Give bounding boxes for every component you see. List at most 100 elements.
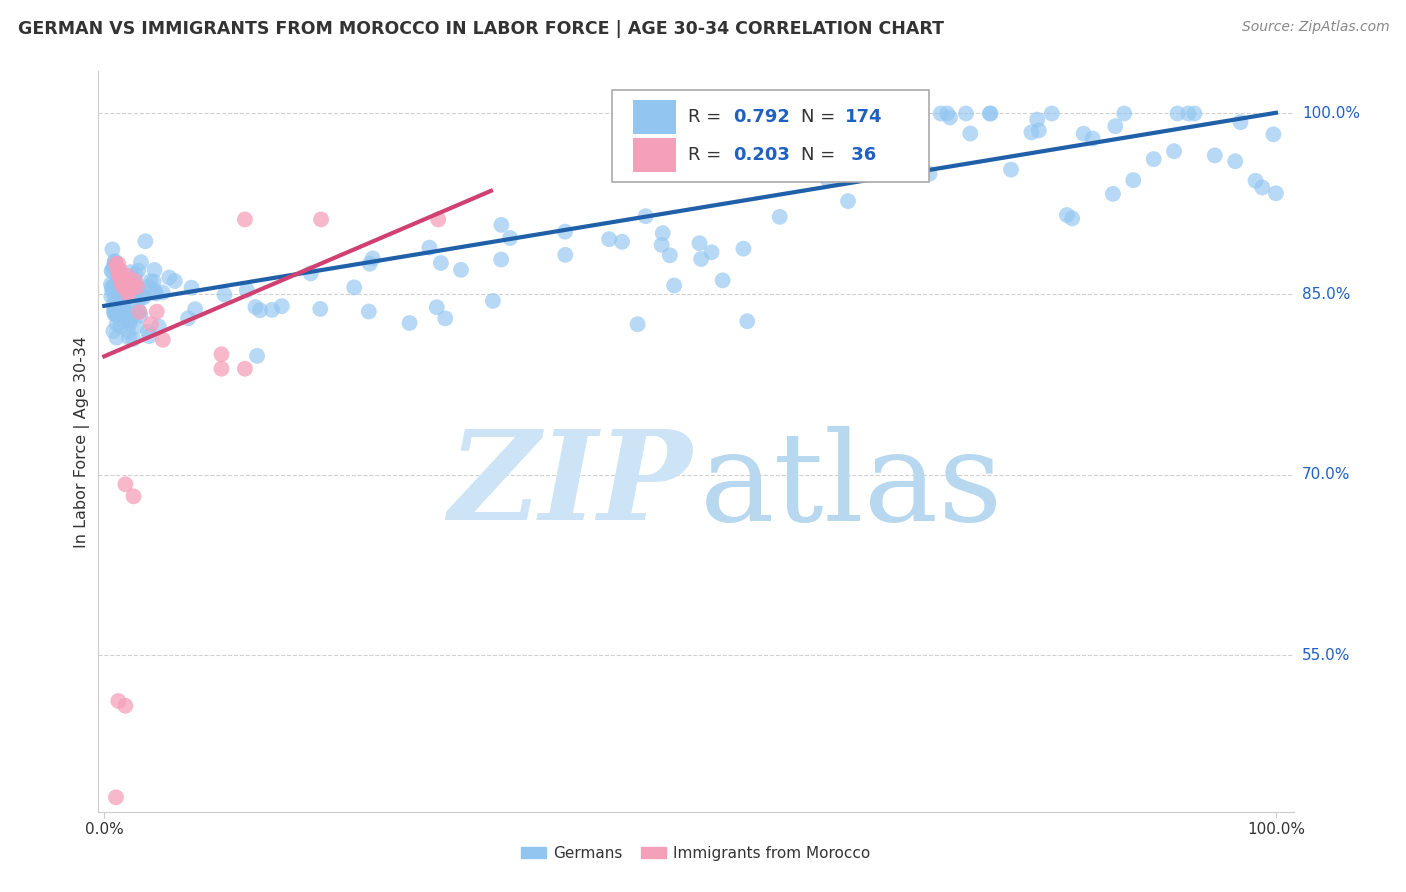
Point	[260, 302, 283, 317]
Point	[706, 167, 728, 181]
Point	[105, 790, 128, 805]
Point	[1073, 127, 1095, 141]
Point	[1056, 208, 1078, 222]
Point	[1177, 106, 1199, 120]
Point	[499, 231, 522, 245]
Text: N =: N =	[801, 146, 841, 164]
Point	[114, 477, 136, 491]
Point	[103, 278, 125, 293]
Point	[491, 218, 513, 232]
Text: 100.0%: 100.0%	[1302, 106, 1360, 121]
Point	[741, 106, 763, 120]
Point	[108, 263, 131, 277]
Point	[141, 317, 163, 331]
Point	[134, 234, 156, 248]
Point	[1081, 131, 1104, 145]
Point	[112, 276, 135, 290]
Point	[104, 290, 127, 304]
Point	[105, 257, 128, 271]
Point	[107, 268, 129, 283]
Text: 85.0%: 85.0%	[1302, 286, 1350, 301]
Text: GERMAN VS IMMIGRANTS FROM MOROCCO IN LABOR FORCE | AGE 30-34 CORRELATION CHART: GERMAN VS IMMIGRANTS FROM MOROCCO IN LAB…	[18, 20, 945, 37]
Point	[120, 277, 141, 292]
Point	[249, 303, 271, 318]
Point	[103, 298, 125, 312]
Point	[955, 106, 977, 120]
Point	[136, 325, 159, 339]
Point	[117, 287, 139, 301]
Point	[124, 274, 146, 288]
Point	[132, 290, 155, 304]
Point	[980, 106, 1002, 120]
Point	[711, 273, 734, 287]
Point	[131, 291, 153, 305]
Point	[426, 300, 449, 314]
Point	[245, 300, 267, 314]
Point	[118, 272, 141, 286]
Point	[1122, 173, 1144, 187]
Point	[112, 296, 135, 310]
Point	[105, 260, 128, 275]
Point	[1104, 119, 1126, 133]
Point	[357, 304, 380, 318]
Point	[651, 226, 673, 240]
Point	[651, 238, 673, 252]
Point	[211, 347, 233, 361]
FancyBboxPatch shape	[633, 101, 676, 135]
Point	[103, 306, 125, 320]
Point	[769, 210, 792, 224]
Point	[112, 299, 135, 313]
Text: N =: N =	[801, 109, 841, 127]
Text: R =: R =	[688, 109, 727, 127]
Point	[610, 235, 633, 249]
Point	[889, 106, 911, 120]
Point	[361, 252, 384, 266]
Point	[163, 274, 186, 288]
Point	[111, 277, 134, 292]
Point	[101, 243, 124, 257]
Point	[745, 152, 768, 166]
Point	[658, 248, 681, 262]
Point	[139, 274, 162, 288]
Point	[124, 285, 146, 299]
Point	[101, 279, 124, 293]
Point	[1225, 154, 1247, 169]
Point	[877, 106, 900, 120]
Point	[1204, 148, 1226, 162]
Point	[148, 319, 170, 334]
Point	[110, 268, 132, 282]
Point	[108, 274, 131, 288]
Point	[118, 331, 141, 345]
Point	[1163, 144, 1185, 158]
Point	[270, 299, 292, 313]
Point	[690, 252, 713, 266]
Point	[855, 110, 877, 124]
Point	[112, 280, 135, 294]
Point	[127, 264, 149, 278]
Point	[688, 236, 710, 251]
Point	[554, 225, 576, 239]
Point	[105, 317, 128, 331]
Point	[117, 324, 139, 338]
Point	[309, 301, 332, 316]
Point	[1021, 125, 1043, 139]
Point	[817, 172, 839, 186]
Point	[309, 212, 332, 227]
Point	[236, 284, 259, 298]
Point	[114, 313, 136, 327]
Point	[125, 319, 148, 334]
Point	[1028, 123, 1050, 137]
Point	[104, 255, 127, 269]
Point	[107, 257, 129, 271]
Point	[107, 265, 129, 279]
Point	[122, 489, 145, 503]
Point	[122, 332, 145, 346]
Point	[152, 285, 174, 300]
Point	[117, 285, 139, 299]
Point	[359, 257, 381, 271]
Point	[214, 287, 236, 301]
Point	[142, 275, 165, 289]
Point	[120, 265, 142, 279]
FancyBboxPatch shape	[613, 90, 929, 183]
Point	[108, 277, 131, 291]
